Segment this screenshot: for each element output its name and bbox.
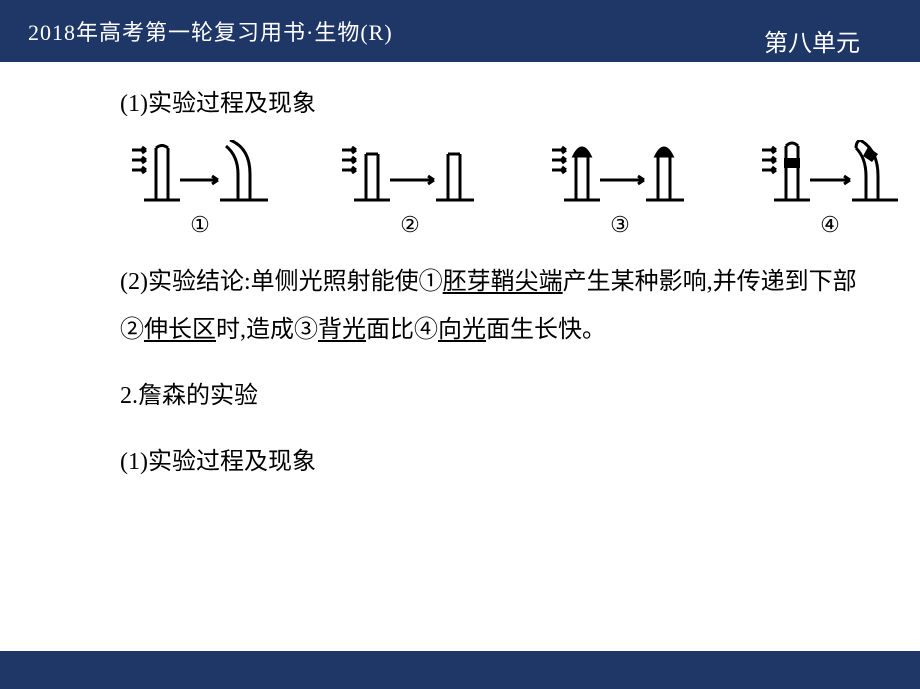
content-area: (1)实验过程及现象 xyxy=(0,62,920,486)
p2-underline-1: 胚芽鞘尖端 xyxy=(443,269,563,295)
figure-4-svg xyxy=(760,140,900,210)
paragraph-4: (1)实验过程及现象 xyxy=(120,438,880,486)
figure-1-label: ① xyxy=(190,212,210,238)
figure-1-svg xyxy=(130,140,270,210)
figure-4: ④ xyxy=(760,140,900,238)
paragraph-2: (2)实验结论:单侧光照射能使①胚芽鞘尖端产生某种影响,并传递到下部②伸长区时,… xyxy=(120,258,880,354)
figure-1: ① xyxy=(130,140,270,238)
paragraph-1: (1)实验过程及现象 xyxy=(120,80,880,128)
p2-underline-4: 向光 xyxy=(438,317,486,343)
p2-underline-3: 背光 xyxy=(318,317,366,343)
figure-2: ② xyxy=(340,140,480,238)
p2-text-e: 面生长快。 xyxy=(486,317,606,343)
page-footer xyxy=(0,651,920,689)
header-unit: 第八单元 xyxy=(764,23,860,58)
figure-3-svg xyxy=(550,140,690,210)
experiment-diagrams: ① xyxy=(130,140,880,238)
header-title: 2018年高考第一轮复习用书·生物(R) xyxy=(28,15,393,47)
figure-2-label: ② xyxy=(400,212,420,238)
figure-3: ③ xyxy=(550,140,690,238)
page-header: 2018年高考第一轮复习用书·生物(R) 第八单元 xyxy=(0,0,920,62)
p2-text-d: 面比④ xyxy=(366,317,438,343)
p2-underline-2: 伸长区 xyxy=(144,317,216,343)
figure-3-label: ③ xyxy=(610,212,630,238)
figure-2-svg xyxy=(340,140,480,210)
p2-text-c: 时,造成③ xyxy=(216,317,318,343)
p2-text-a: (2)实验结论:单侧光照射能使① xyxy=(120,269,443,295)
paragraph-3: 2.詹森的实验 xyxy=(120,372,880,420)
figure-4-label: ④ xyxy=(820,212,840,238)
